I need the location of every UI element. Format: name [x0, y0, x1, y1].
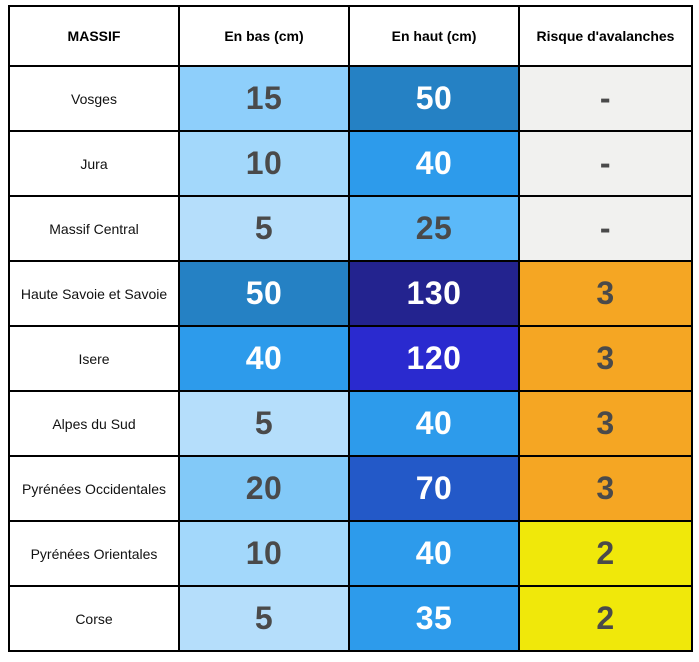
header-massif: MASSIF: [8, 5, 180, 67]
massif-cell: Pyrénées Orientales: [8, 520, 180, 587]
en-bas-cell: 10: [178, 520, 350, 587]
en-haut-cell: 50: [348, 65, 520, 132]
massif-cell: Haute Savoie et Savoie: [8, 260, 180, 327]
risque-cell: 3: [518, 260, 693, 327]
en-haut-cell: 130: [348, 260, 520, 327]
risque-cell: 3: [518, 390, 693, 457]
en-bas-cell: 20: [178, 455, 350, 522]
en-bas-cell: 5: [178, 390, 350, 457]
table-row: Haute Savoie et Savoie 50 130 3: [8, 260, 693, 327]
massif-cell: Alpes du Sud: [8, 390, 180, 457]
massif-cell: Vosges: [8, 65, 180, 132]
en-bas-cell: 5: [178, 195, 350, 262]
massif-cell: Jura: [8, 130, 180, 197]
en-bas-cell: 15: [178, 65, 350, 132]
risque-cell: -: [518, 130, 693, 197]
table-row: Pyrénées Occidentales 20 70 3: [8, 455, 693, 522]
snow-report-table: MASSIF En bas (cm) En haut (cm) Risque d…: [8, 5, 693, 652]
en-haut-cell: 35: [348, 585, 520, 652]
risque-cell: 3: [518, 455, 693, 522]
massif-cell: Massif Central: [8, 195, 180, 262]
table-row: Corse 5 35 2: [8, 585, 693, 652]
table-row: Jura 10 40 -: [8, 130, 693, 197]
header-risque: Risque d'avalanches: [518, 5, 693, 67]
table-row: Massif Central 5 25 -: [8, 195, 693, 262]
table-row: Isere 40 120 3: [8, 325, 693, 392]
risque-cell: 2: [518, 520, 693, 587]
en-haut-cell: 120: [348, 325, 520, 392]
risque-cell: -: [518, 65, 693, 132]
en-bas-cell: 40: [178, 325, 350, 392]
en-bas-cell: 50: [178, 260, 350, 327]
risque-cell: -: [518, 195, 693, 262]
en-haut-cell: 40: [348, 520, 520, 587]
en-haut-cell: 40: [348, 390, 520, 457]
massif-cell: Pyrénées Occidentales: [8, 455, 180, 522]
header-en-bas: En bas (cm): [178, 5, 350, 67]
en-bas-cell: 5: [178, 585, 350, 652]
header-en-haut: En haut (cm): [348, 5, 520, 67]
table-row: Vosges 15 50 -: [8, 65, 693, 132]
massif-cell: Corse: [8, 585, 180, 652]
en-haut-cell: 40: [348, 130, 520, 197]
table-header-row: MASSIF En bas (cm) En haut (cm) Risque d…: [8, 5, 693, 67]
en-bas-cell: 10: [178, 130, 350, 197]
en-haut-cell: 70: [348, 455, 520, 522]
en-haut-cell: 25: [348, 195, 520, 262]
risque-cell: 3: [518, 325, 693, 392]
risque-cell: 2: [518, 585, 693, 652]
table-row: Pyrénées Orientales 10 40 2: [8, 520, 693, 587]
table-row: Alpes du Sud 5 40 3: [8, 390, 693, 457]
massif-cell: Isere: [8, 325, 180, 392]
